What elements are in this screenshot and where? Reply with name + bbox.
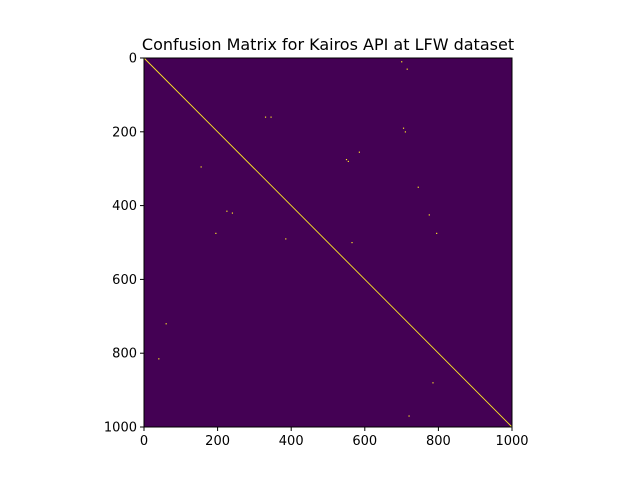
- y-tick-label: 200: [112, 125, 137, 140]
- x-axis: 0 200 400 600 800 1000: [140, 427, 529, 449]
- x-tick-label: 400: [279, 434, 304, 449]
- heatmap-cell: [351, 242, 353, 244]
- heatmap-cell: [285, 238, 287, 240]
- heatmap-cell: [401, 61, 403, 63]
- x-tick-label: 200: [205, 434, 230, 449]
- heatmap-cell: [215, 232, 217, 234]
- heatmap-cell: [347, 160, 349, 163]
- heatmap-cell: [408, 415, 410, 417]
- y-tick-label: 400: [112, 199, 137, 214]
- plot-frame: [143, 57, 513, 428]
- x-tick-label: 0: [140, 434, 148, 449]
- heatmap-cell: [270, 116, 272, 118]
- heatmap-cell: [200, 166, 202, 168]
- diagonal-line: [143, 57, 513, 428]
- heatmap-cells: [143, 57, 513, 428]
- x-tick-label: 600: [352, 434, 377, 449]
- heatmap-cell: [417, 186, 419, 188]
- chart-title: Confusion Matrix for Kairos API at LFW d…: [142, 35, 514, 54]
- heatmap-cell: [231, 212, 234, 214]
- heatmap-cell: [345, 158, 348, 161]
- x-tick-label: 1000: [495, 434, 528, 449]
- heatmap-cell: [158, 358, 160, 360]
- y-tick-label: 1000: [104, 421, 137, 436]
- heatmap-cell: [165, 323, 167, 325]
- y-axis: 0 200 400 600 800 1000: [104, 52, 144, 436]
- heatmap-cell: [436, 232, 438, 234]
- heatmap-cell: [264, 116, 267, 118]
- heatmap-cell: [358, 151, 360, 153]
- heatmap-plot-area: [143, 57, 513, 428]
- heatmap-cell: [432, 382, 434, 384]
- heatmap-cell: [226, 210, 228, 212]
- heatmap-cell: [402, 127, 405, 129]
- heatmap-cell: [406, 68, 408, 70]
- heatmap-cell: [404, 131, 406, 133]
- y-tick-label: 800: [112, 347, 137, 362]
- y-tick-label: 0: [129, 52, 137, 67]
- heatmap-cell: [428, 214, 430, 216]
- x-tick-label: 800: [426, 434, 451, 449]
- y-tick-label: 600: [112, 273, 137, 288]
